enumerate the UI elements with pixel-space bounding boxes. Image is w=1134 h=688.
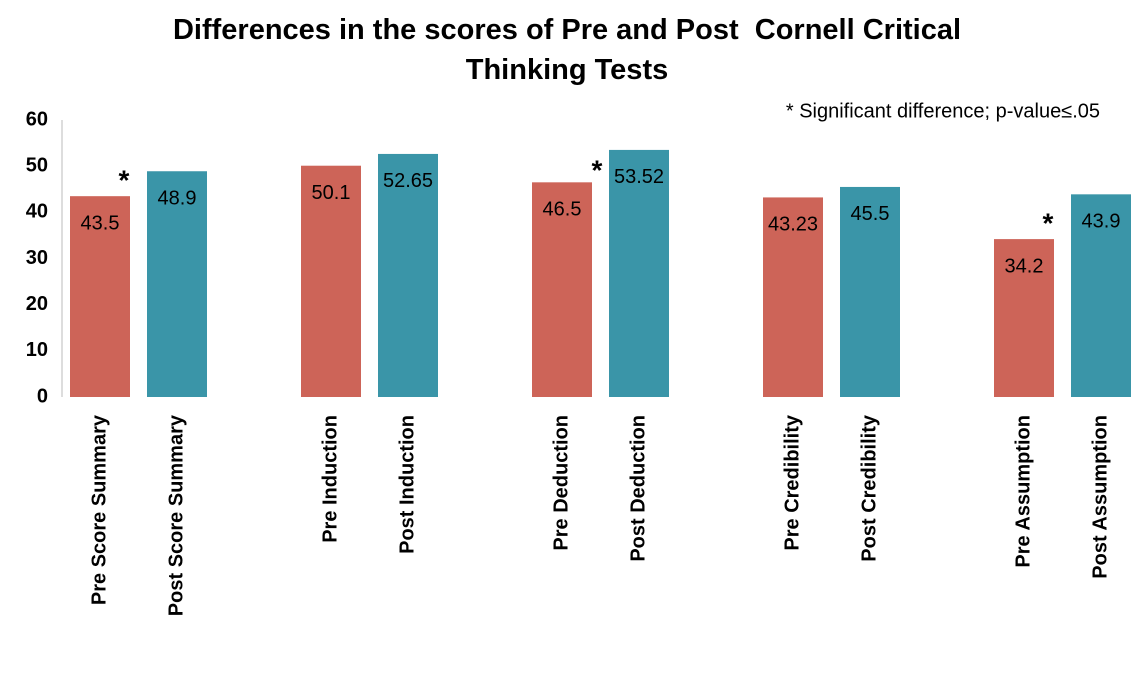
value-label: 46.5: [543, 199, 582, 221]
y-tick-label: 40: [26, 201, 48, 223]
bar: [301, 165, 361, 397]
y-tick-label: 20: [26, 293, 48, 315]
x-tick-label: Post Assumption: [1089, 415, 1111, 579]
value-label: 43.23: [768, 214, 818, 236]
y-tick-label: 0: [37, 385, 48, 407]
annotation: *: [119, 165, 130, 196]
value-label: 43.5: [81, 212, 120, 234]
y-tick-label: 10: [26, 339, 48, 361]
bar: [994, 239, 1054, 397]
x-tick-label: Post Score Summary: [165, 414, 187, 616]
x-tick-label: Post Deduction: [627, 415, 649, 562]
value-label: 45.5: [851, 203, 890, 225]
y-tick-label: 30: [26, 247, 48, 269]
note: * Significant difference; p-value≤.05: [786, 100, 1100, 122]
value-label: 43.9: [1082, 211, 1121, 233]
bar: [147, 171, 207, 397]
x-tick-label: Pre Score Summary: [88, 414, 110, 605]
y-tick-label: 60: [26, 108, 48, 130]
bar: [378, 153, 438, 397]
x-tick-label: Pre Deduction: [550, 415, 572, 551]
bar: [532, 182, 592, 397]
chart-title: Differences in the scores of Pre and Pos…: [172, 14, 970, 86]
bar: [70, 196, 130, 397]
value-label: 34.2: [1005, 255, 1044, 277]
annotation: *: [592, 154, 603, 185]
bar: [1071, 194, 1131, 397]
bar: [609, 149, 669, 397]
x-tick-label: Post Induction: [396, 415, 418, 554]
x-tick-label: Pre Induction: [319, 415, 341, 543]
value-label: 48.9: [158, 188, 197, 210]
x-tick-label: Post Credibility: [858, 414, 880, 562]
bar: [840, 186, 900, 397]
bar: [763, 197, 823, 397]
value-label: 50.1: [312, 182, 351, 204]
x-tick-label: Pre Assumption: [1012, 415, 1034, 568]
y-tick-label: 50: [26, 154, 48, 176]
value-label: 53.52: [614, 166, 664, 188]
value-label: 52.65: [383, 170, 433, 192]
annotation: *: [1043, 208, 1054, 239]
x-tick-label: Pre Credibility: [781, 414, 803, 550]
